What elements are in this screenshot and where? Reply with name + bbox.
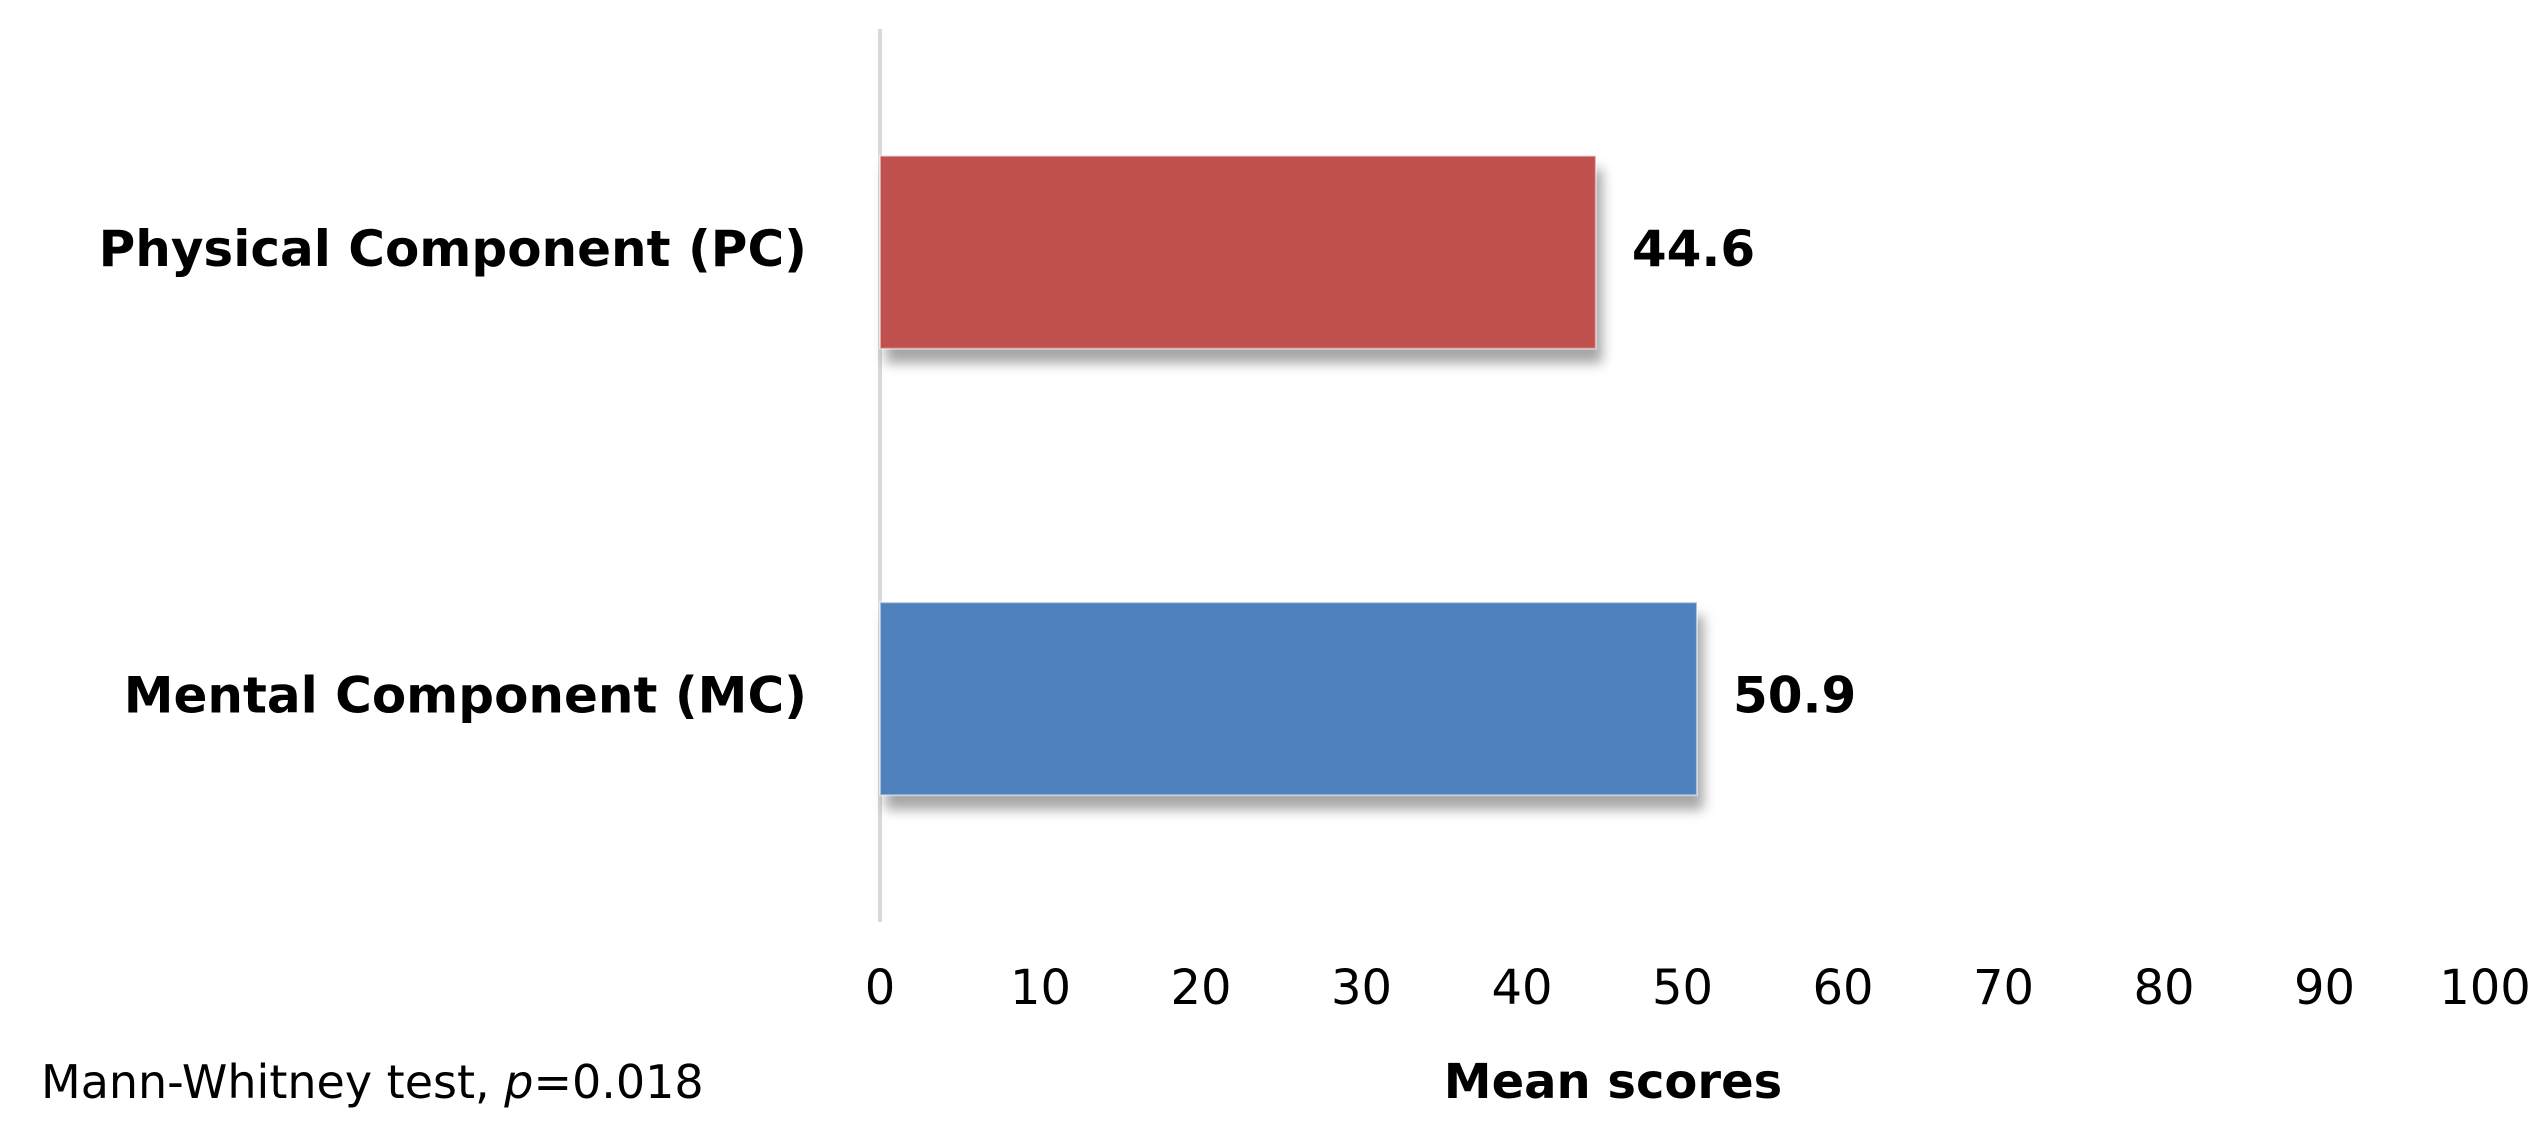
bar	[879, 154, 1597, 350]
x-tick-label: 80	[2133, 960, 2194, 1016]
x-tick-label: 100	[2439, 960, 2531, 1016]
x-tick-label: 0	[865, 960, 896, 1016]
bar	[879, 601, 1698, 797]
x-tick-label: 70	[1973, 960, 2034, 1016]
x-tick-label: 30	[1331, 960, 1392, 1016]
x-tick-label: 60	[1812, 960, 1873, 1016]
x-tick-label: 20	[1170, 960, 1231, 1016]
y-tick-label: Mental Component (MC)	[124, 666, 807, 724]
x-tick-label: 50	[1652, 960, 1713, 1016]
value-label: 50.9	[1733, 666, 1856, 724]
note-part: p	[503, 1055, 533, 1109]
footnote: Mann-Whitney test, p=0.018	[41, 1055, 704, 1109]
note-part: =0.018	[533, 1055, 703, 1109]
value-label: 44.6	[1632, 220, 1755, 278]
x-tick-label: 40	[1491, 960, 1552, 1016]
x-tick-label: 10	[1010, 960, 1071, 1016]
x-axis-label: Mean scores	[1444, 1054, 1782, 1110]
y-tick-label: Physical Component (PC)	[99, 220, 807, 278]
x-tick-label: 90	[2294, 960, 2355, 1016]
note-part: Mann-Whitney test,	[41, 1055, 504, 1109]
